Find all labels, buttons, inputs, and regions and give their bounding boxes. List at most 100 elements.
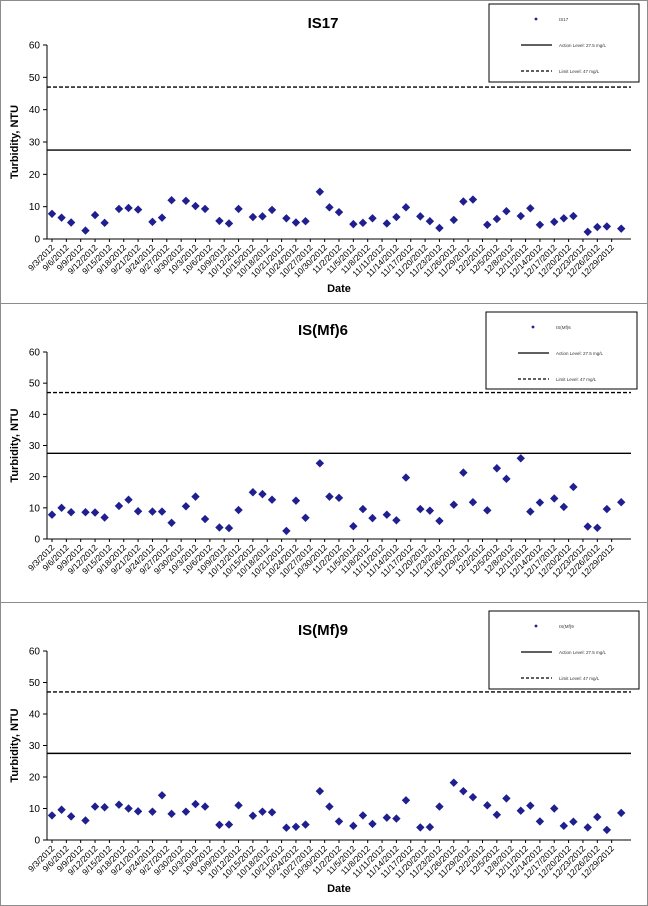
- data-point-is-mf-9: [401, 796, 411, 805]
- y-tick-label: 50: [29, 73, 41, 84]
- data-point-is-mf-9: [358, 811, 368, 820]
- data-point-is17: [90, 210, 100, 220]
- data-point-is-mf-6: [133, 507, 143, 516]
- data-point-is-mf-6: [291, 496, 301, 505]
- y-tick-label: 60: [29, 647, 41, 658]
- data-point-is-mf-6: [81, 507, 90, 517]
- data-point-is-mf-6: [167, 518, 176, 527]
- data-point-is-mf-9: [66, 812, 76, 821]
- data-point-is17: [416, 212, 425, 221]
- data-point-is-mf-9: [114, 800, 124, 809]
- data-point-is-mf-6: [258, 489, 267, 499]
- data-point-is17: [301, 217, 310, 226]
- data-point-is17: [81, 226, 90, 235]
- y-tick-label: 0: [34, 535, 40, 546]
- data-point-is-mf-9: [368, 819, 377, 829]
- data-point-is-mf-9: [90, 802, 100, 811]
- data-point-is17: [492, 214, 502, 224]
- data-point-is17: [593, 222, 602, 232]
- legend-label: Action Level: 27.5 mg/L: [559, 43, 607, 48]
- data-point-is-mf-9: [325, 802, 334, 811]
- data-point-is-mf-9: [583, 823, 592, 832]
- data-point-is-mf-6: [248, 488, 258, 497]
- data-point-is17: [502, 206, 511, 216]
- y-axis-label: Turbidity, NTU: [9, 105, 21, 179]
- data-point-is17: [258, 212, 267, 221]
- data-point-is-mf-9: [483, 801, 492, 810]
- data-point-is17: [617, 224, 626, 233]
- y-tick-label: 50: [29, 678, 41, 689]
- data-point-is-mf-9: [492, 810, 502, 819]
- chart-title: IS17: [308, 15, 339, 32]
- data-point-is17: [325, 203, 334, 212]
- legend-marker: [534, 17, 538, 21]
- data-point-is-mf-6: [157, 507, 167, 516]
- data-point-is-mf-9: [617, 808, 626, 818]
- data-point-is-mf-6: [191, 492, 200, 501]
- data-point-is17: [526, 204, 535, 213]
- data-point-is-mf-9: [47, 811, 57, 820]
- data-point-is-mf-6: [401, 473, 411, 482]
- data-point-is-mf-6: [382, 510, 392, 519]
- data-point-is-mf-9: [215, 820, 224, 830]
- data-point-is17: [57, 213, 66, 222]
- data-point-is-mf-9: [516, 806, 525, 815]
- data-point-is17: [148, 217, 157, 227]
- data-point-is17: [234, 204, 243, 214]
- legend-label: Action Level: 27.5 mg/L: [559, 650, 607, 655]
- data-point-is-mf-9: [593, 812, 602, 822]
- y-tick-label: 40: [29, 410, 41, 421]
- data-point-is-mf-6: [282, 526, 291, 536]
- data-point-is-mf-9: [550, 804, 559, 813]
- data-point-is17: [368, 214, 377, 223]
- data-point-is-mf-6: [526, 507, 535, 516]
- data-point-is-mf-9: [392, 814, 401, 823]
- y-tick-label: 0: [34, 235, 40, 246]
- data-point-is-mf-6: [492, 464, 502, 473]
- data-point-is17: [157, 213, 167, 222]
- chart-panel-is-mf-6: 0 10 20 30 40 50 60 9/3/2012 9/6/2012 9/9/2012 9/1…: [0, 303, 648, 603]
- data-point-is-mf-9: [100, 803, 109, 812]
- data-point-is17: [569, 211, 578, 221]
- data-point-is17: [516, 211, 525, 221]
- data-point-is17: [248, 212, 258, 222]
- legend-label: IS17: [559, 17, 569, 22]
- data-point-is-mf-9: [181, 807, 191, 816]
- data-point-is-mf-6: [224, 523, 234, 533]
- chart-svg: 01020304050609/3/20129/6/20129/9/20129/1…: [9, 311, 638, 579]
- x-axis-label: Date: [327, 883, 351, 895]
- data-point-is17: [483, 220, 492, 229]
- data-point-is-mf-9: [167, 809, 176, 819]
- data-point-is17: [334, 207, 344, 217]
- data-point-is17: [468, 195, 478, 204]
- y-tick-label: 30: [29, 741, 41, 752]
- data-point-is-mf-9: [559, 821, 569, 831]
- data-point-is17: [167, 196, 176, 205]
- legend-marker: [534, 624, 538, 628]
- data-point-is-mf-6: [617, 498, 626, 507]
- data-point-is-mf-6: [459, 468, 468, 477]
- data-point-is-mf-9: [602, 825, 612, 835]
- data-point-is-mf-9: [81, 816, 90, 825]
- data-point-is-mf-6: [559, 502, 569, 512]
- data-point-is-mf-6: [215, 523, 224, 532]
- data-point-is17: [459, 197, 468, 206]
- data-point-is17: [382, 219, 392, 228]
- data-point-is17: [200, 204, 210, 214]
- y-tick-label: 50: [29, 379, 41, 390]
- data-point-is-mf-6: [90, 508, 100, 517]
- data-point-is17: [191, 201, 200, 211]
- data-point-is-mf-6: [325, 492, 334, 501]
- legend-box: [485, 311, 638, 390]
- legend-label: Limit Level: 47 mg/L: [559, 69, 600, 74]
- data-point-is17: [401, 203, 411, 212]
- data-point-is-mf-9: [315, 786, 325, 796]
- y-tick-label: 60: [29, 348, 41, 359]
- data-point-is-mf-6: [583, 522, 592, 531]
- data-point-is17: [114, 204, 124, 214]
- data-point-is17: [349, 219, 358, 229]
- data-point-is-mf-9: [248, 811, 258, 820]
- data-point-is-mf-9: [526, 801, 535, 810]
- data-point-is-mf-6: [416, 504, 425, 514]
- y-tick-label: 0: [34, 836, 40, 847]
